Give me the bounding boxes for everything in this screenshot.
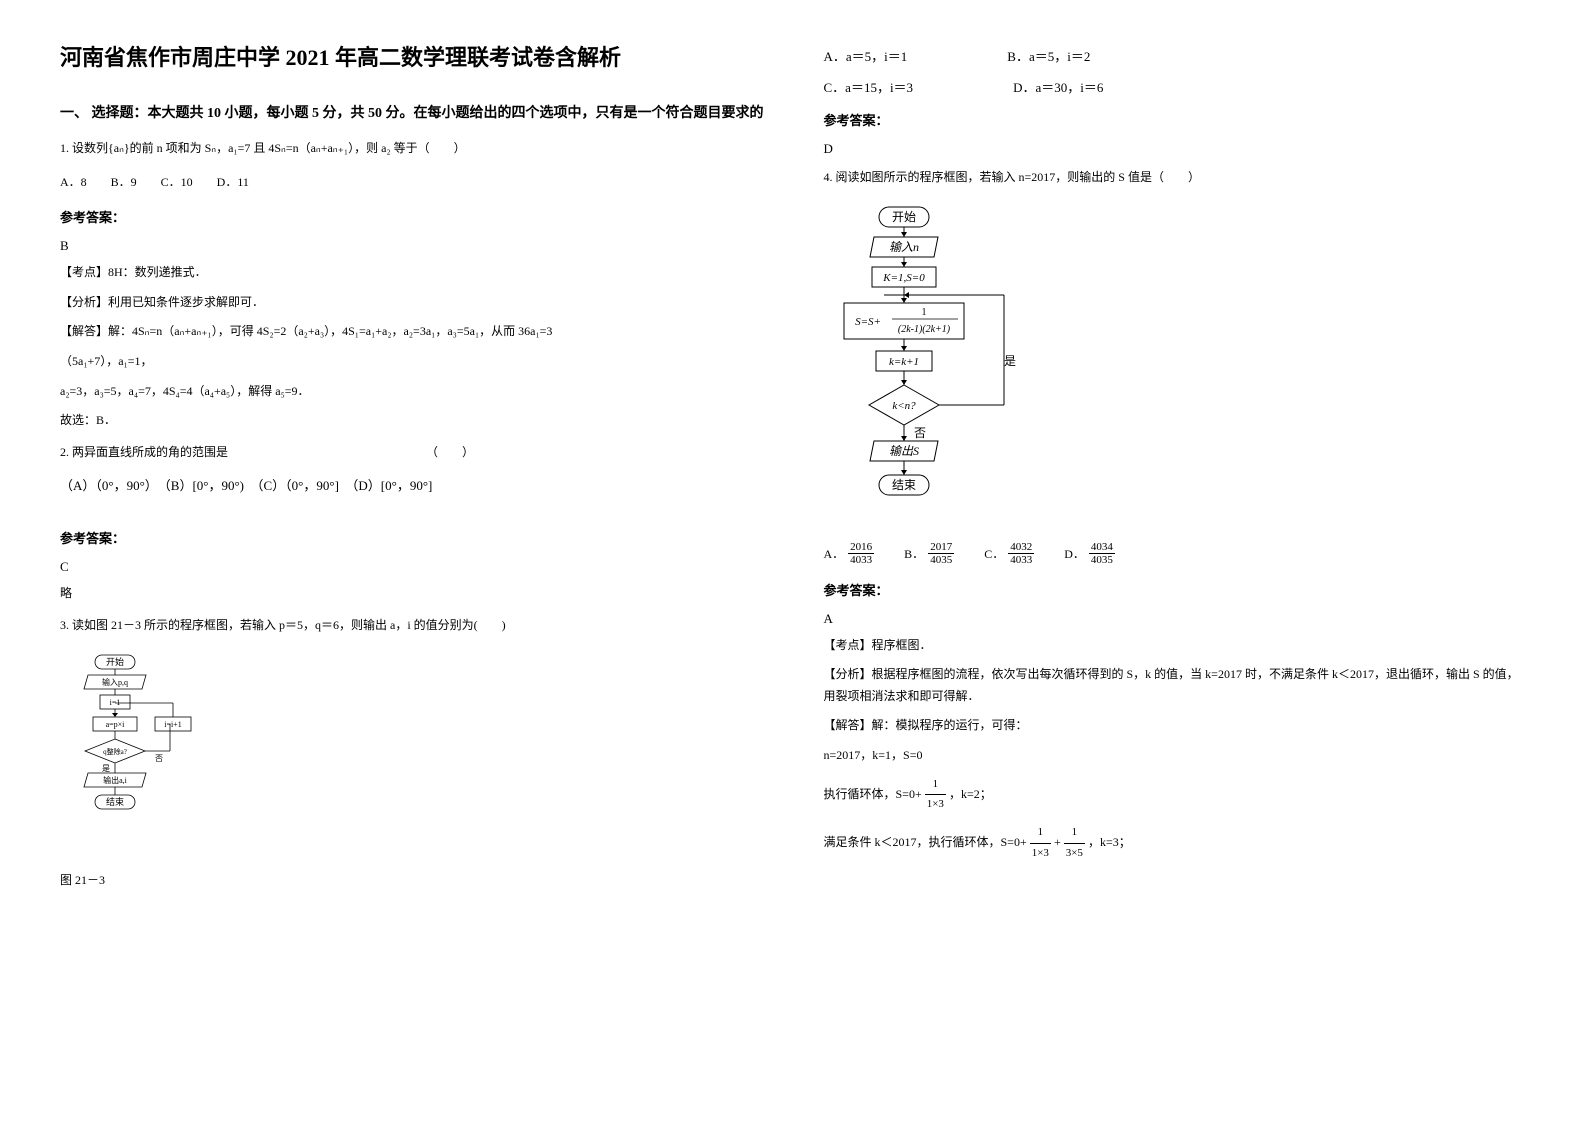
optA-num: 2016	[848, 541, 874, 554]
fc2-output: 输出S	[888, 444, 918, 458]
q4-solution: 【解答】解：模拟程序的运行，可得：	[824, 715, 1528, 737]
optD-num: 4034	[1089, 541, 1115, 554]
fc2-end: 结束	[891, 478, 915, 492]
fc2-formula-num: 1	[921, 307, 926, 318]
q3-optA: A．a＝5，i＝1	[824, 46, 908, 65]
section-heading: 一、 选择题：本大题共 10 小题，每小题 5 分，共 50 分。在每小题给出的…	[60, 102, 764, 122]
label-a: A．	[824, 545, 845, 562]
fc-start: 开始	[106, 656, 124, 667]
frac-den-3: 3×5	[1064, 844, 1085, 864]
fc-inc: i=i+1	[164, 720, 181, 729]
q1-stem: 1. 设数列{aₙ}的前 n 项和为 Sₙ，a₁=7 且 4Sₙ=n（aₙ+aₙ…	[60, 138, 764, 160]
q3-optC: C．a＝15，i＝3	[824, 77, 914, 96]
fc-calc: a=p×i	[106, 720, 126, 729]
q4-line1: n=2017，k=1，S=0	[824, 745, 1528, 767]
q4-stem: 4. 阅读如图所示的程序框图，若输入 n=2017，则输出的 S 值是（ ）	[824, 167, 1528, 189]
optB-den: 4035	[928, 554, 954, 566]
q4-line3: 满足条件 k＜2017，执行循环体，S=0+ 11×3 + 13×5 ，k=3；	[824, 823, 1528, 864]
q3-caption: 图 21－3	[60, 871, 764, 888]
fc2-init: K=1,S=0	[882, 272, 925, 284]
optB-num: 2017	[928, 541, 954, 554]
q4-line2a: 执行循环体，S=0+	[824, 787, 922, 801]
q2-brief: 略	[60, 583, 764, 605]
right-column: A．a＝5，i＝1 B．a＝5，i＝2 C．a＝15，i＝3 D．a＝30，i＝…	[824, 40, 1528, 896]
label-d: D．	[1064, 545, 1085, 562]
fc2-cond: k<n?	[892, 400, 916, 412]
optA-den: 4033	[848, 554, 874, 566]
label-b: B．	[904, 545, 924, 562]
q4-analysis: 【分析】根据程序框图的流程，依次写出每次循环得到的 S，k 的值，当 k=201…	[824, 664, 1528, 707]
frac-den-1: 1×3	[925, 795, 946, 815]
q4-point: 【考点】程序框图．	[824, 635, 1528, 657]
fc-yes: 是	[102, 764, 110, 773]
fc2-no: 否	[914, 426, 926, 440]
q1-solution: 【解答】解：4Sₙ=n（aₙ+aₙ₊₁），可得 4S₂=2（a₂+a₃），4S₁…	[60, 321, 764, 343]
q4-line2: 执行循环体，S=0+ 11×3 ，k=2；	[824, 775, 1528, 816]
frac-num-1: 1	[925, 775, 946, 796]
q4-line2b: ，k=2；	[949, 787, 992, 801]
fc2-formula-den: (2k-1)(2k+1)	[897, 324, 950, 335]
left-column: 河南省焦作市周庄中学 2021 年高二数学理联考试卷含解析 一、 选择题：本大题…	[60, 40, 764, 896]
q1-solution-line3: a₂=3，a₃=5，a₄=7，4S₄=4（a₄+a₅），解得 a₅=9．	[60, 381, 764, 403]
flowchart-small: 开始 输入p,q i=1 a=p×i q整除a?	[60, 653, 764, 853]
fc-output: 输出a,i	[103, 775, 128, 785]
q4-line3a: 满足条件 k＜2017，执行循环体，S=0+	[824, 835, 1027, 849]
q3-options-row1: A．a＝5，i＝1 B．a＝5，i＝2	[824, 46, 1528, 65]
q1-solution-line2: （5a₁+7），a₁=1，	[60, 351, 764, 373]
q1-answer: B	[60, 238, 764, 254]
q2-stem: 2. 两异面直线所成的角的范围是 （ ）	[60, 442, 764, 464]
optD-den: 4035	[1089, 554, 1115, 566]
q3-stem: 3. 读如图 21－3 所示的程序框图，若输入 p＝5，q＝6，则输出 a，i …	[60, 615, 764, 637]
frac-num-3: 1	[1064, 823, 1085, 844]
fc2-input: 输入n	[888, 240, 918, 254]
flowchart-big: 开始 输入n K=1,S=0 S=S+ 1	[824, 205, 1528, 525]
fc-init: i=1	[110, 698, 121, 707]
q4-line3b: +	[1054, 835, 1061, 849]
fc2-start: 开始	[891, 210, 915, 224]
q4-optA: A． 20164033	[824, 541, 875, 566]
q4-options: A． 20164033 B． 20174035 C． 40324033 D． 4…	[824, 541, 1528, 566]
frac-num-2: 1	[1030, 823, 1051, 844]
fc2-yes: 是	[1004, 354, 1016, 368]
fc2-formula-prefix: S=S+	[855, 316, 881, 328]
label-c: C．	[984, 545, 1004, 562]
q4-optB: B． 20174035	[904, 541, 954, 566]
q1-point: 【考点】8H：数列递推式．	[60, 262, 764, 284]
q3-options-row2: C．a＝15，i＝3 D．a＝30，i＝6	[824, 77, 1528, 96]
q1-solution-line4: 故选：B．	[60, 410, 764, 432]
q4-line3c: ，k=3；	[1088, 835, 1131, 849]
q1-analysis: 【分析】利用已知条件逐步求解即可．	[60, 292, 764, 314]
fc-cond: q整除a?	[103, 747, 127, 756]
fc-end: 结束	[106, 796, 124, 807]
q1-options: A．8 B．9 C．10 D．11	[60, 172, 764, 194]
optC-num: 4032	[1008, 541, 1034, 554]
q2-options: （A）（0°，90°） （B）[0°，90°) （C）（0°，90°] （D）[…	[60, 475, 764, 494]
q2-answer: C	[60, 559, 764, 575]
q3-answer: D	[824, 141, 1528, 157]
fc2-increment: k=k+1	[888, 356, 918, 368]
q3-answer-label: 参考答案：	[824, 110, 1528, 129]
q4-answer-label: 参考答案：	[824, 580, 1528, 599]
q3-optD: D．a＝30，i＝6	[1013, 77, 1103, 96]
q4-answer: A	[824, 611, 1528, 627]
q1-answer-label: 参考答案：	[60, 207, 764, 226]
page-title: 河南省焦作市周庄中学 2021 年高二数学理联考试卷含解析	[60, 40, 764, 72]
fc-no: 否	[155, 754, 163, 763]
q2-answer-label: 参考答案：	[60, 528, 764, 547]
fc-input: 输入p,q	[102, 677, 128, 687]
optC-den: 4033	[1008, 554, 1034, 566]
q4-optC: C． 40324033	[984, 541, 1034, 566]
frac-den-2: 1×3	[1030, 844, 1051, 864]
q3-optB: B．a＝5，i＝2	[1007, 46, 1090, 65]
q4-optD: D． 40344035	[1064, 541, 1115, 566]
